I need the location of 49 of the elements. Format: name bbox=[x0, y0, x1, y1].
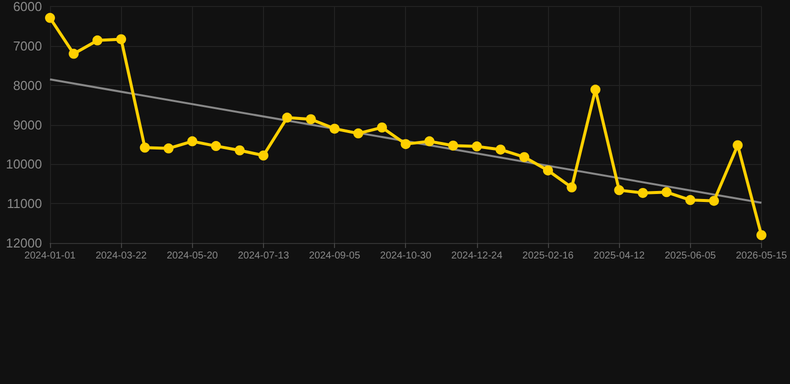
point bbox=[472, 141, 482, 152]
point bbox=[211, 141, 221, 152]
y-tick-label: 9000 bbox=[13, 117, 42, 132]
point bbox=[543, 165, 553, 176]
x-tick-label: 2024-03-22 bbox=[96, 250, 148, 262]
point bbox=[590, 84, 600, 95]
point bbox=[448, 140, 458, 151]
x-tick-label: 2024-01-01 bbox=[24, 250, 76, 262]
x-tick-label: 2026-05-15 bbox=[736, 250, 788, 262]
point bbox=[116, 34, 126, 44]
point bbox=[164, 143, 174, 154]
x-tick-label: 2025-02-16 bbox=[522, 250, 574, 262]
x-tick-label: 2025-04-12 bbox=[594, 250, 646, 262]
point bbox=[306, 114, 316, 124]
point bbox=[662, 187, 672, 198]
y-tick-label: 8000 bbox=[13, 78, 42, 93]
y-tick-label: 10000 bbox=[6, 156, 42, 172]
point bbox=[519, 152, 530, 162]
point bbox=[756, 230, 766, 240]
point bbox=[709, 196, 719, 206]
point bbox=[68, 48, 79, 59]
point bbox=[638, 188, 648, 198]
point bbox=[400, 139, 411, 150]
x-tick-label: 2025-06-05 bbox=[664, 250, 716, 262]
x-tick-label: 2024-10-30 bbox=[380, 250, 432, 262]
point bbox=[732, 140, 743, 150]
point bbox=[92, 35, 102, 46]
point bbox=[377, 122, 387, 133]
point bbox=[353, 128, 364, 138]
y-tick-label: 6000 bbox=[13, 0, 42, 14]
y-tick-label: 7000 bbox=[13, 38, 42, 54]
point bbox=[45, 12, 55, 23]
point bbox=[424, 136, 434, 146]
point bbox=[234, 145, 245, 156]
x-tick-label: 2024-05-20 bbox=[166, 250, 218, 262]
point bbox=[187, 136, 198, 146]
point bbox=[566, 182, 577, 192]
point bbox=[330, 124, 340, 134]
point bbox=[496, 144, 506, 155]
x-tick-label: 2024-09-05 bbox=[308, 250, 361, 262]
y-tick-label: 11000 bbox=[6, 196, 42, 212]
y-tick-label: 12000 bbox=[6, 236, 42, 250]
point bbox=[685, 195, 696, 206]
point bbox=[258, 150, 268, 160]
x-tick-label: 2024-07-13 bbox=[238, 250, 290, 262]
point bbox=[614, 185, 624, 196]
point bbox=[140, 142, 150, 153]
x-tick-label: 2024-12-24 bbox=[451, 250, 503, 262]
point bbox=[282, 112, 292, 123]
